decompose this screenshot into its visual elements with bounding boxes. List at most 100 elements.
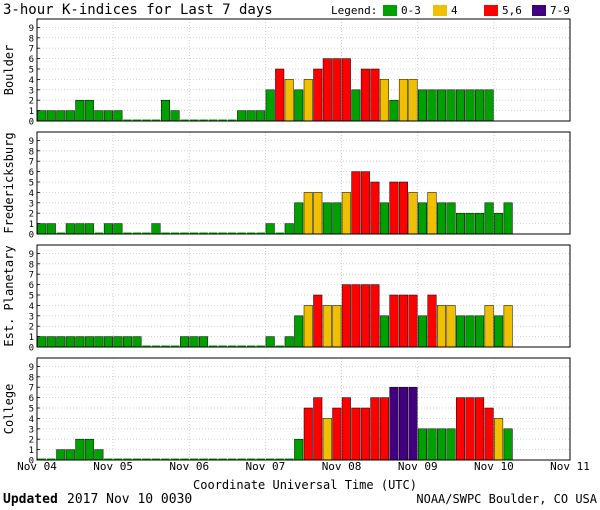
bar: [427, 428, 437, 461]
bar: [370, 397, 380, 461]
bar: [417, 428, 427, 461]
bar: [170, 458, 180, 460]
bar: [389, 181, 399, 235]
y-tick-label: 2: [29, 210, 34, 220]
bar: [75, 99, 85, 122]
x-tick-label: Nov 05: [93, 460, 133, 473]
bar: [142, 458, 151, 460]
bar: [398, 294, 408, 348]
bar: [379, 315, 389, 348]
bar: [256, 110, 266, 122]
panel-label: College: [2, 384, 16, 435]
bar: [351, 171, 361, 235]
bar: [484, 202, 494, 235]
bar: [437, 305, 447, 348]
bar: [65, 223, 75, 235]
y-tick-label: 1: [29, 107, 34, 117]
bar: [123, 458, 132, 460]
panel-label: Est. Planetary: [2, 245, 16, 346]
legend-swatch: [383, 5, 397, 16]
bar: [237, 232, 246, 234]
bar: [84, 438, 94, 461]
bar: [161, 458, 170, 460]
bar: [484, 89, 494, 122]
bar: [351, 284, 361, 348]
bar: [256, 458, 265, 460]
bar: [494, 418, 504, 461]
bar: [313, 68, 323, 122]
bar: [208, 119, 218, 121]
panel-frame: [36, 357, 571, 461]
bar: [218, 458, 227, 460]
bar: [208, 458, 218, 460]
y-tick-label: 0: [29, 118, 34, 128]
bar: [94, 336, 104, 348]
bar: [275, 458, 284, 460]
bar: [113, 336, 123, 348]
bar: [47, 458, 56, 460]
bar: [437, 202, 447, 235]
y-tick-label: 7: [29, 45, 34, 55]
bar: [332, 305, 342, 348]
bar: [246, 458, 256, 460]
bar: [104, 458, 113, 460]
bar: [456, 89, 466, 122]
bar: [437, 89, 447, 122]
bar: [475, 397, 485, 461]
bar: [275, 68, 285, 122]
legend-swatch: [433, 5, 447, 16]
bar: [237, 110, 247, 122]
bar: [227, 345, 237, 347]
bar: [427, 89, 437, 122]
bar: [322, 418, 332, 461]
y-tick-label: 8: [29, 373, 34, 383]
bar: [294, 315, 304, 348]
x-tick-label: Nov 10: [474, 460, 514, 473]
bar: [398, 181, 408, 235]
source-credit: NOAA/SWPC Boulder, CO USA: [416, 492, 597, 506]
bar: [456, 397, 466, 461]
bar: [341, 192, 351, 235]
bar: [199, 232, 208, 234]
bar: [446, 428, 456, 461]
bar: [313, 192, 323, 235]
x-tick-label: Nov 11: [550, 460, 590, 473]
bar: [84, 99, 94, 122]
bar: [284, 336, 294, 348]
bar: [94, 232, 104, 234]
bar: [84, 223, 94, 235]
bar: [151, 458, 161, 460]
bar: [180, 458, 189, 460]
x-tick-label: Nov 09: [398, 460, 438, 473]
bar: [151, 345, 161, 347]
legend: 0-3 4 5,6 7-9: [383, 4, 570, 17]
bar: [208, 345, 218, 347]
bar: [417, 202, 427, 235]
bar: [322, 58, 332, 122]
bar: [189, 119, 199, 121]
legend-entry-label: 4: [451, 4, 458, 17]
y-tick-label: 6: [29, 394, 34, 404]
bar: [484, 305, 494, 348]
bar: [408, 192, 418, 235]
y-tick-label: 1: [29, 446, 34, 456]
bar: [494, 315, 504, 348]
bar: [389, 294, 399, 348]
bar: [46, 223, 56, 235]
y-tick-label: 8: [29, 147, 34, 157]
bar: [284, 223, 294, 235]
bar: [417, 89, 427, 122]
bar: [142, 345, 151, 347]
bar: [218, 232, 227, 234]
bar: [360, 171, 370, 235]
bar: [370, 68, 380, 122]
bar: [56, 449, 66, 461]
y-tick-label: 0: [29, 344, 34, 354]
chart-title: 3-hour K-indices for Last 7 days: [3, 2, 273, 18]
x-axis-label: Coordinate Universal Time (UTC): [193, 478, 417, 492]
bar: [94, 110, 104, 122]
bar: [332, 202, 342, 235]
bar: [189, 232, 199, 234]
y-tick-label: 5: [29, 405, 34, 415]
